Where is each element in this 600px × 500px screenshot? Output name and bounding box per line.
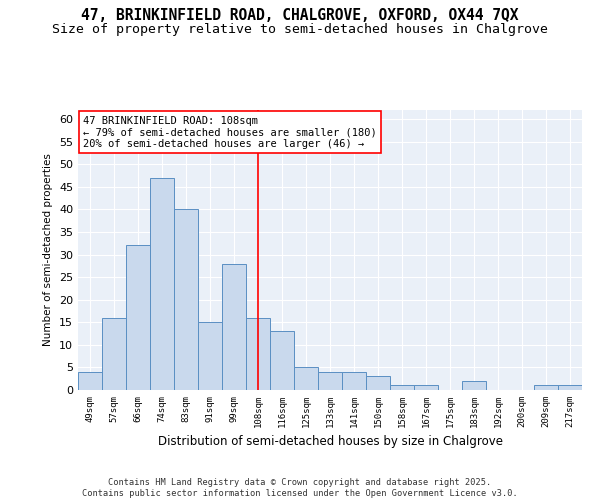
Bar bbox=[366, 376, 390, 390]
Bar bbox=[414, 386, 438, 390]
Text: 47 BRINKINFIELD ROAD: 108sqm
← 79% of semi-detached houses are smaller (180)
20%: 47 BRINKINFIELD ROAD: 108sqm ← 79% of se… bbox=[83, 116, 377, 149]
Text: Size of property relative to semi-detached houses in Chalgrove: Size of property relative to semi-detach… bbox=[52, 22, 548, 36]
Bar bbox=[126, 246, 150, 390]
Bar bbox=[462, 381, 486, 390]
Bar bbox=[246, 318, 270, 390]
Text: Contains HM Land Registry data © Crown copyright and database right 2025.
Contai: Contains HM Land Registry data © Crown c… bbox=[82, 478, 518, 498]
Bar bbox=[78, 372, 102, 390]
Bar bbox=[150, 178, 174, 390]
Bar bbox=[558, 386, 582, 390]
Bar bbox=[534, 386, 558, 390]
Bar bbox=[222, 264, 246, 390]
Bar bbox=[198, 322, 222, 390]
Bar bbox=[294, 368, 318, 390]
Bar bbox=[270, 332, 294, 390]
Bar bbox=[102, 318, 126, 390]
Bar bbox=[318, 372, 342, 390]
Bar bbox=[342, 372, 366, 390]
X-axis label: Distribution of semi-detached houses by size in Chalgrove: Distribution of semi-detached houses by … bbox=[157, 436, 503, 448]
Text: 47, BRINKINFIELD ROAD, CHALGROVE, OXFORD, OX44 7QX: 47, BRINKINFIELD ROAD, CHALGROVE, OXFORD… bbox=[81, 8, 519, 22]
Y-axis label: Number of semi-detached properties: Number of semi-detached properties bbox=[43, 154, 53, 346]
Bar bbox=[390, 386, 414, 390]
Bar bbox=[174, 210, 198, 390]
